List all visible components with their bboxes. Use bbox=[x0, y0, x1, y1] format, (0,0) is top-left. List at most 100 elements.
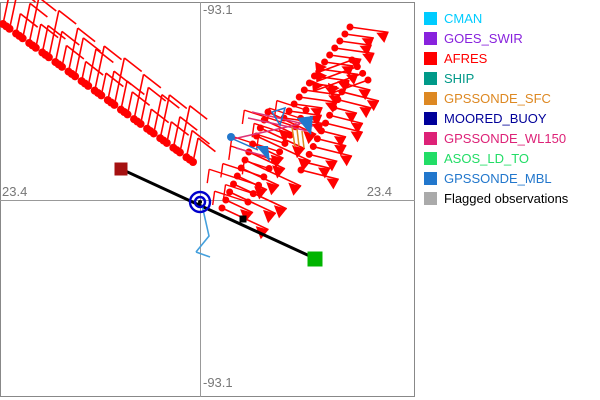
wind-barb-staff bbox=[256, 135, 312, 163]
station-dot bbox=[110, 100, 119, 109]
wind-barb-tick bbox=[31, 0, 36, 3]
wind-barb-staff bbox=[349, 26, 389, 34]
wind-barb-tick bbox=[161, 94, 180, 109]
sonde-wind-barb-tick bbox=[195, 251, 211, 258]
special-obs-line bbox=[247, 117, 309, 132]
wind-barb-staff bbox=[8, 0, 17, 29]
legend-item-moored-buoy[interactable]: MOORED_BUOY bbox=[424, 108, 600, 128]
wind-barb-tick bbox=[29, 2, 48, 18]
wind-barb-tick bbox=[189, 105, 208, 120]
legend-item-cman[interactable]: CMAN bbox=[424, 8, 600, 28]
station-dot bbox=[244, 198, 252, 206]
wind-barb-tick bbox=[126, 80, 145, 96]
wind-barb-staff bbox=[2, 0, 9, 25]
wind-barb-tick bbox=[179, 116, 198, 131]
wind-barb-staff bbox=[87, 48, 97, 87]
wind-barb-staff bbox=[341, 91, 380, 102]
legend-item-afres[interactable]: AFRES bbox=[424, 48, 600, 68]
wind-barb-staff bbox=[345, 83, 371, 91]
track-end-square bbox=[307, 251, 323, 267]
legend-item-gpssonde-wl150[interactable]: GPSSONDE_WL150 bbox=[424, 128, 600, 148]
wind-pennant bbox=[288, 182, 302, 196]
legend-label: SHIP bbox=[444, 70, 475, 86]
station-dot bbox=[71, 72, 80, 81]
storm-center-outer-circle bbox=[188, 190, 212, 214]
special-wind-pennant bbox=[256, 146, 270, 162]
wind-barb-staff bbox=[328, 79, 369, 95]
wind-barb-staff bbox=[159, 94, 171, 139]
wind-barb-tick bbox=[191, 129, 210, 145]
special-obs-line bbox=[232, 138, 259, 151]
gpssonde-mbl-dot bbox=[227, 133, 235, 141]
wind-barb-staff bbox=[299, 96, 338, 104]
station-dot bbox=[300, 86, 308, 94]
wind-barb-staff bbox=[133, 74, 145, 120]
wind-barb-tick bbox=[150, 108, 170, 124]
special-obs-line bbox=[235, 147, 269, 158]
wind-barb-tick bbox=[220, 163, 224, 178]
plot-border bbox=[0, 2, 415, 397]
station-dot bbox=[309, 143, 317, 151]
wind-barb-staff bbox=[28, 0, 40, 44]
legend-item-ship[interactable]: SHIP bbox=[424, 68, 600, 88]
wind-barb-staff bbox=[192, 137, 199, 163]
storm-track-line bbox=[120, 167, 315, 260]
wind-barb-staff bbox=[294, 103, 323, 109]
wind-barb-tick bbox=[143, 73, 162, 89]
wind-pennant bbox=[362, 53, 375, 65]
wind-pennant bbox=[272, 165, 285, 179]
wind-barb-tick bbox=[85, 60, 104, 76]
legend-swatch-gpssonde-sfc bbox=[424, 91, 437, 105]
legend-label: GOES_SWIR bbox=[444, 30, 523, 46]
wind-barb-tick bbox=[103, 45, 123, 61]
wind-barb-staff bbox=[231, 135, 280, 153]
wind-pennant bbox=[361, 38, 374, 49]
station-dot bbox=[302, 106, 310, 114]
wind-pennant bbox=[325, 160, 338, 172]
legend-label: GPSSONDE_MBL bbox=[444, 170, 552, 186]
wind-barb-staff bbox=[41, 25, 49, 53]
wind-barb-staff bbox=[229, 191, 277, 215]
wind-barb-tick bbox=[66, 44, 85, 60]
wind-barb-staff bbox=[21, 3, 31, 39]
wind-pennant bbox=[273, 205, 287, 219]
legend-item-gpssonde-sfc[interactable]: GPSSONDE_SFC bbox=[424, 88, 600, 108]
legend-item-gpssonde-mbl[interactable]: GPSSONDE_MBL bbox=[424, 168, 600, 188]
wind-barb-staff bbox=[308, 153, 338, 163]
wind-pennant bbox=[334, 144, 347, 156]
station-dot bbox=[313, 135, 321, 143]
wind-barb-tick bbox=[168, 94, 188, 110]
wind-barb-staff bbox=[304, 89, 341, 96]
sonde-wind-barb bbox=[195, 204, 210, 253]
wind-pennant bbox=[328, 82, 340, 95]
wind-pennant bbox=[358, 89, 371, 101]
wind-barb-staff bbox=[67, 27, 79, 72]
station-dot bbox=[348, 56, 356, 64]
special-wind-pennant bbox=[270, 106, 287, 127]
station-dot bbox=[364, 76, 372, 84]
legend-item-asos-ld-to[interactable]: ASOS_LD_TO bbox=[424, 148, 600, 168]
wind-pennant bbox=[346, 74, 359, 85]
wind-barb-staff bbox=[312, 72, 363, 93]
station-dot bbox=[260, 173, 268, 181]
station-dot bbox=[276, 148, 284, 156]
wind-barb-staff bbox=[107, 70, 115, 101]
station-dot bbox=[341, 30, 349, 38]
legend-item-goes-swir[interactable]: GOES_SWIR bbox=[424, 28, 600, 48]
wind-pennant bbox=[339, 155, 353, 167]
wind-barb-staff bbox=[34, 23, 42, 48]
legend-label: GPSSONDE_WL150 bbox=[444, 130, 567, 146]
legend-swatch-afres bbox=[424, 51, 437, 65]
station-dot bbox=[84, 81, 93, 90]
wind-barb-tick bbox=[47, 24, 66, 40]
legend-item-flagged[interactable]: Flagged observations bbox=[424, 188, 600, 208]
wind-pennant bbox=[291, 145, 305, 159]
map-plot-canvas[interactable] bbox=[0, 0, 420, 400]
legend-label: AFRES bbox=[444, 50, 488, 66]
special-obs-line bbox=[301, 130, 305, 149]
longitude-label-bottom: -93.1 bbox=[203, 375, 233, 390]
special-wind-pennant bbox=[297, 116, 313, 135]
wind-barb-staff bbox=[313, 145, 353, 157]
station-dot bbox=[286, 131, 294, 139]
